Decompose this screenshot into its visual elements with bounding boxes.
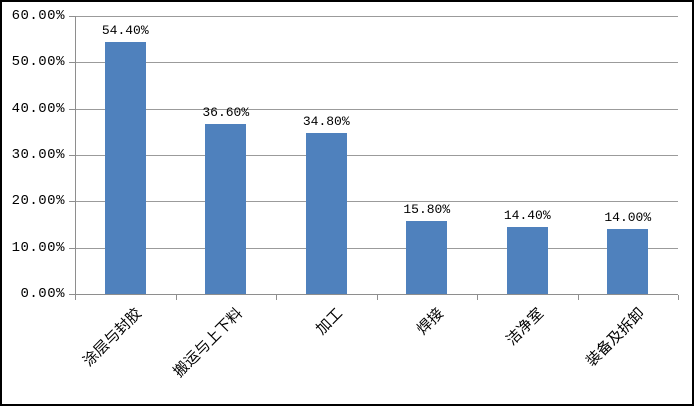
bar-value-label: 14.00% — [604, 210, 652, 226]
bar — [506, 227, 548, 294]
x-tick — [75, 295, 76, 300]
y-tick — [69, 108, 75, 110]
y-tick-label: 20.00% — [11, 193, 65, 210]
gridline — [75, 16, 678, 17]
bar — [305, 132, 347, 294]
y-tick-label: 60.00% — [11, 8, 65, 24]
x-tick — [175, 295, 177, 300]
bar-value-label: 34.80% — [302, 113, 350, 129]
gridline — [75, 155, 678, 156]
y-tick — [69, 201, 75, 203]
x-tick — [678, 295, 679, 300]
bar — [104, 41, 146, 294]
bar-value-label: 14.40% — [503, 208, 551, 224]
y-tick — [69, 294, 75, 295]
x-tick — [477, 295, 478, 300]
gridline — [75, 62, 678, 64]
bar-value-label: 15.80% — [403, 201, 451, 217]
bar — [607, 229, 649, 294]
x-tick — [276, 295, 277, 300]
y-tick — [69, 155, 75, 156]
y-tick-label: 40.00% — [11, 100, 65, 117]
bar-value-label: 36.60% — [202, 105, 250, 121]
y-tick — [69, 16, 75, 17]
y-tick-label: 50.00% — [11, 54, 65, 71]
x-tick — [577, 295, 579, 300]
gridline — [75, 201, 678, 203]
y-tick — [69, 247, 75, 249]
bar-value-label: 54.40% — [101, 22, 149, 38]
gridline — [75, 247, 678, 249]
x-tick — [376, 295, 378, 300]
gridline — [75, 108, 678, 110]
y-tick-label: 30.00% — [11, 147, 65, 163]
x-axis-line — [75, 294, 678, 295]
bar — [205, 124, 247, 294]
bar — [406, 220, 448, 294]
y-tick-label: 10.00% — [11, 239, 65, 256]
y-axis-line — [75, 16, 76, 295]
x-category-label: 涂层与封胶 — [79, 304, 146, 371]
y-tick — [69, 62, 75, 64]
y-tick-label: 0.00% — [20, 286, 65, 302]
